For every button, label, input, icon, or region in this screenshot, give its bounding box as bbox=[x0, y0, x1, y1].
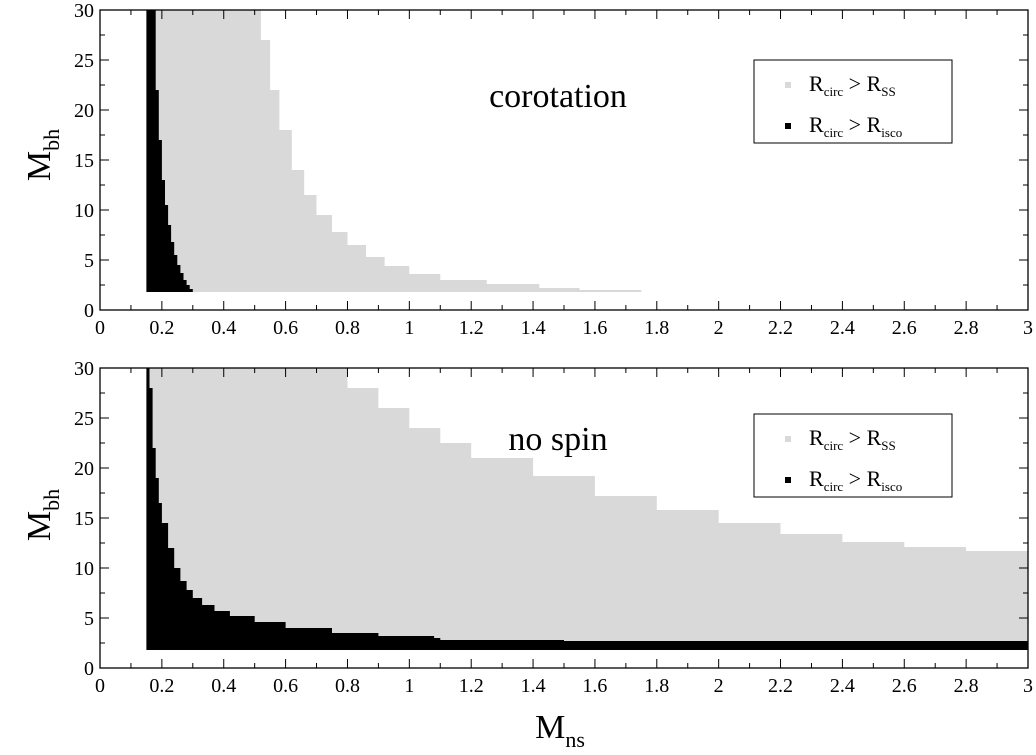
svg-text:Mbh: Mbh bbox=[21, 129, 64, 181]
legend-entry-risco: Rcirc > Risco bbox=[809, 466, 902, 494]
x-tick-label: 2.4 bbox=[830, 675, 855, 697]
x-tick-label: 0.4 bbox=[211, 675, 236, 697]
x-tick-label: 0.8 bbox=[335, 675, 360, 697]
legend-swatch-risco bbox=[785, 123, 791, 129]
legend: Rcirc > RSS Rcirc > Risco bbox=[753, 59, 953, 144]
y-tick-label: 5 bbox=[84, 608, 94, 630]
x-tick-label: 1.4 bbox=[521, 317, 546, 339]
panel-corotation: 0 0.2 0.4 0.6 0.8 1 1.2 1.4 1.6 1.8 2 2.2 2.4 2.6 2.8 3… bbox=[21, 0, 1033, 339]
y-tick-label: 25 bbox=[74, 408, 94, 430]
y-axis-label-main: M bbox=[21, 151, 58, 181]
region-risco bbox=[146, 368, 1028, 650]
y-tick-label: 0 bbox=[84, 658, 94, 680]
ticks: 0 0.2 0.4 0.6 0.8 1 1.2 1.4 1.6 1.8 2 2.2 2.4 2.6 2.8 3… bbox=[74, 0, 1033, 339]
x-tick-label: 1.2 bbox=[459, 317, 484, 339]
x-tick-label: 0 bbox=[95, 317, 105, 339]
x-tick-label: 0 bbox=[95, 675, 105, 697]
y-tick-label: 25 bbox=[74, 50, 94, 72]
x-axis-label-sub: ns bbox=[565, 727, 585, 752]
x-tick-label: 2.2 bbox=[768, 675, 793, 697]
y-axis-label-sub: bh bbox=[39, 489, 64, 511]
legend-swatch-rss bbox=[785, 436, 791, 442]
x-tick-label: 0.2 bbox=[149, 675, 174, 697]
x-axis-label-main: M bbox=[535, 709, 565, 746]
x-tick-label: 2.6 bbox=[892, 675, 917, 697]
legend-swatch-rss bbox=[785, 82, 791, 88]
x-tick-label: 2.8 bbox=[954, 317, 979, 339]
y-tick-label: 20 bbox=[74, 100, 94, 122]
y-tick-label: 30 bbox=[74, 0, 94, 22]
y-axis-label-sub: bh bbox=[39, 129, 64, 151]
x-tick-label: 2.2 bbox=[768, 317, 793, 339]
x-tick-label: 2 bbox=[714, 675, 724, 697]
x-tick-label: 0.6 bbox=[273, 317, 298, 339]
x-tick-label: 0.6 bbox=[273, 675, 298, 697]
y-axis-label: Mbh bbox=[21, 129, 64, 181]
y-tick-label: 15 bbox=[74, 508, 94, 530]
x-tick-label: 1.2 bbox=[459, 675, 484, 697]
x-tick-label: 2 bbox=[714, 317, 724, 339]
x-tick-label: 0.8 bbox=[335, 317, 360, 339]
y-axis-label-main: M bbox=[21, 511, 58, 541]
x-tick-label: 1.6 bbox=[582, 675, 607, 697]
x-tick-label: 1.4 bbox=[521, 675, 546, 697]
x-tick-label: 3 bbox=[1023, 675, 1033, 697]
regions bbox=[146, 10, 642, 292]
x-tick-label: 1.8 bbox=[644, 675, 669, 697]
x-tick-label: 1 bbox=[404, 675, 414, 697]
x-tick-label: 1 bbox=[404, 317, 414, 339]
region-rss bbox=[146, 368, 1028, 650]
ticks: 0 0.2 0.4 0.6 0.8 1 1.2 1.4 1.6 1.8 2 2.2 2.4 2.6 2.8 3… bbox=[74, 358, 1033, 697]
legend-entry-rss: Rcirc > RSS bbox=[809, 71, 896, 99]
x-tick-label: 1.6 bbox=[582, 317, 607, 339]
x-tick-label: 2.8 bbox=[954, 675, 979, 697]
y-tick-label: 20 bbox=[74, 458, 94, 480]
legend-box bbox=[753, 59, 953, 144]
legend-box bbox=[753, 413, 953, 498]
region-risco bbox=[146, 10, 193, 292]
y-tick-label: 30 bbox=[74, 358, 94, 380]
y-tick-label: 15 bbox=[74, 150, 94, 172]
annotation-label: corotation bbox=[489, 78, 627, 115]
x-tick-label: 2.4 bbox=[830, 317, 855, 339]
x-axis-label: Mns bbox=[535, 709, 585, 752]
y-tick-label: 0 bbox=[84, 300, 94, 322]
x-tick-label: 1.8 bbox=[644, 317, 669, 339]
legend-swatch-risco bbox=[785, 477, 791, 483]
annotation-label: no spin bbox=[508, 421, 607, 458]
svg-text:Mbh: Mbh bbox=[21, 489, 64, 541]
y-tick-label: 10 bbox=[74, 200, 94, 222]
regions bbox=[146, 368, 1028, 650]
region-rss bbox=[146, 10, 642, 292]
y-tick-label: 5 bbox=[84, 250, 94, 272]
legend: Rcirc > RSS Rcirc > Risco bbox=[753, 413, 953, 498]
legend-entry-risco: Rcirc > Risco bbox=[809, 112, 902, 140]
y-tick-label: 10 bbox=[74, 558, 94, 580]
panel-no-spin: 0 0.2 0.4 0.6 0.8 1 1.2 1.4 1.6 1.8 2 2.2 2.4 2.6 2.8 3… bbox=[21, 358, 1033, 752]
x-tick-label: 0.2 bbox=[149, 317, 174, 339]
x-tick-label: 3 bbox=[1023, 317, 1033, 339]
x-tick-label: 2.6 bbox=[892, 317, 917, 339]
legend-entry-rss: Rcirc > RSS bbox=[809, 425, 896, 453]
y-axis-label: Mbh bbox=[21, 489, 64, 541]
x-tick-label: 0.4 bbox=[211, 317, 236, 339]
